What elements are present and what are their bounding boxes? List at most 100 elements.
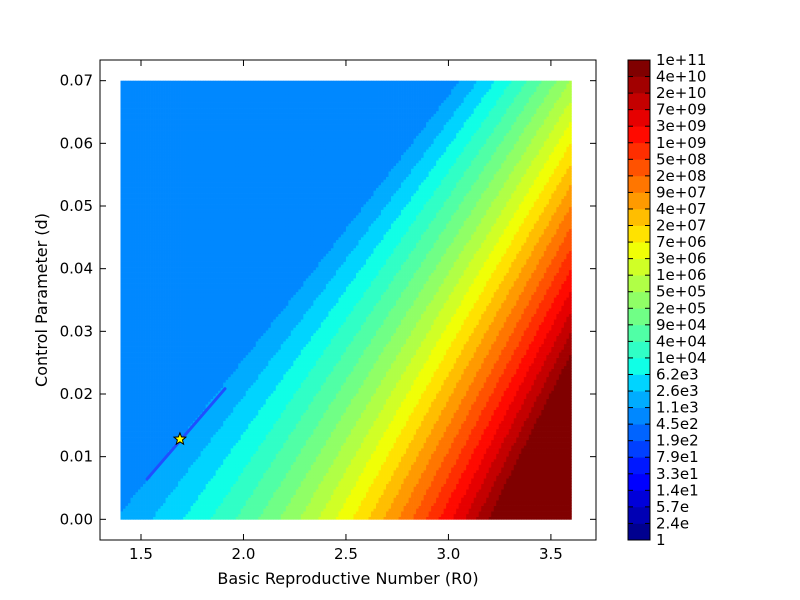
contour-cell (173, 92, 176, 95)
contour-cell (166, 327, 169, 330)
contour-cell (133, 242, 136, 245)
contour-cell (123, 514, 126, 517)
contour-cell (158, 434, 161, 437)
contour-cell (196, 297, 199, 300)
contour-cell (136, 163, 139, 166)
contour-cell (183, 221, 186, 224)
contour-cell (176, 330, 179, 333)
contour-cell (191, 160, 194, 163)
contour-cell (171, 497, 174, 500)
contour-cell (168, 292, 171, 295)
contour-cell (126, 163, 129, 166)
contour-cell (176, 259, 179, 262)
contour-cell (136, 141, 139, 144)
contour-cell (178, 369, 181, 372)
contour-cell (138, 89, 141, 92)
contour-cell (146, 146, 149, 149)
contour-cell (158, 108, 161, 111)
contour-cell (141, 467, 144, 470)
contour-cell (158, 125, 161, 128)
contour-cell (191, 114, 194, 117)
contour-cell (156, 429, 159, 432)
contour-cell (191, 344, 194, 347)
contour-cell (143, 152, 146, 155)
contour-cell (143, 212, 146, 215)
contour-cell (178, 264, 181, 267)
contour-cell (178, 133, 181, 136)
contour-cell (186, 138, 189, 141)
contour-cell (123, 273, 126, 276)
contour-cell (136, 360, 139, 363)
contour-cell (148, 114, 151, 117)
contour-cell (166, 295, 169, 298)
contour-cell (171, 295, 174, 298)
contour-cell (151, 204, 154, 207)
contour-cell (146, 155, 149, 158)
contour-cell (146, 412, 149, 415)
contour-cell (168, 366, 171, 369)
contour-cell (181, 215, 184, 218)
contour-cell (128, 229, 131, 232)
contour-cell (146, 300, 149, 303)
contour-cell (196, 475, 199, 478)
contour-cell (143, 144, 146, 147)
contour-cell (188, 503, 191, 506)
contour-cell (128, 322, 131, 325)
contour-cell (131, 390, 134, 393)
contour-cell (133, 297, 136, 300)
contour-cell (138, 163, 141, 166)
contour-cell (148, 262, 151, 265)
contour-cell (176, 256, 179, 259)
contour-cell (128, 155, 131, 158)
contour-cell (131, 264, 134, 267)
contour-cell (193, 234, 196, 237)
contour-cell (148, 470, 151, 473)
contour-cell (128, 210, 131, 213)
contour-cell (171, 141, 174, 144)
contour-cell (193, 105, 196, 108)
contour-cell (183, 127, 186, 130)
contour-cell (198, 495, 201, 498)
contour-cell (188, 130, 191, 133)
contour-cell (163, 401, 166, 404)
contour-cell (176, 146, 179, 149)
contour-cell (138, 503, 141, 506)
contour-cell (121, 179, 124, 182)
contour-cell (153, 248, 156, 251)
contour-cell (123, 171, 126, 174)
contour-cell (173, 385, 176, 388)
contour-cell (196, 366, 199, 369)
contour-cell (153, 385, 156, 388)
contour-cell (133, 464, 136, 467)
contour-cell (188, 221, 191, 224)
contour-cell (166, 179, 169, 182)
contour-cell (166, 314, 169, 317)
contour-cell (158, 111, 161, 114)
contour-cell (166, 177, 169, 180)
contour-cell (161, 157, 164, 160)
contour-cell (121, 81, 124, 84)
contour-cell (188, 240, 191, 243)
contour-cell (186, 130, 189, 133)
contour-cell (166, 459, 169, 462)
contour-cell (141, 237, 144, 240)
contour-cell (191, 125, 194, 128)
contour-cell (163, 136, 166, 139)
contour-cell (121, 226, 124, 229)
contour-cell (173, 152, 176, 155)
contour-cell (141, 396, 144, 399)
contour-cell (193, 152, 196, 155)
contour-cell (126, 278, 129, 281)
contour-cell (146, 138, 149, 141)
contour-cell (178, 108, 181, 111)
contour-cell (156, 338, 159, 341)
contour-cell (136, 344, 139, 347)
contour-cell (146, 371, 149, 374)
contour-cell (156, 341, 159, 344)
contour-cell (153, 259, 156, 262)
contour-cell (131, 497, 134, 500)
contour-cell (138, 511, 141, 514)
contour-cell (138, 423, 141, 426)
contour-cell (188, 407, 191, 410)
contour-cell (123, 152, 126, 155)
